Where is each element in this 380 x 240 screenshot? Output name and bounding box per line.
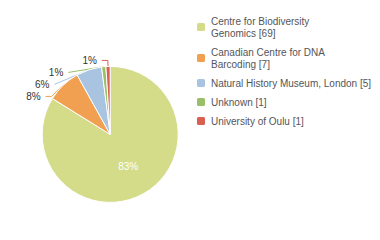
svg-text:Centre for Biodiversity: Centre for Biodiversity: [211, 16, 309, 27]
svg-text:Canadian Centre for DNA: Canadian Centre for DNA: [211, 47, 325, 58]
svg-text:1%: 1%: [49, 67, 64, 78]
svg-text:1%: 1%: [82, 55, 97, 66]
svg-text:Barcoding [7]: Barcoding [7]: [211, 59, 270, 70]
svg-text:Unknown [1]: Unknown [1]: [211, 97, 267, 108]
svg-text:Natural History Museum, London: Natural History Museum, London [5]: [211, 78, 371, 89]
svg-text:8%: 8%: [26, 91, 41, 102]
svg-text:University of Oulu [1]: University of Oulu [1]: [211, 116, 304, 127]
svg-text:Genomics [69]: Genomics [69]: [211, 28, 276, 39]
svg-text:83%: 83%: [118, 161, 138, 172]
svg-text:6%: 6%: [35, 79, 50, 90]
